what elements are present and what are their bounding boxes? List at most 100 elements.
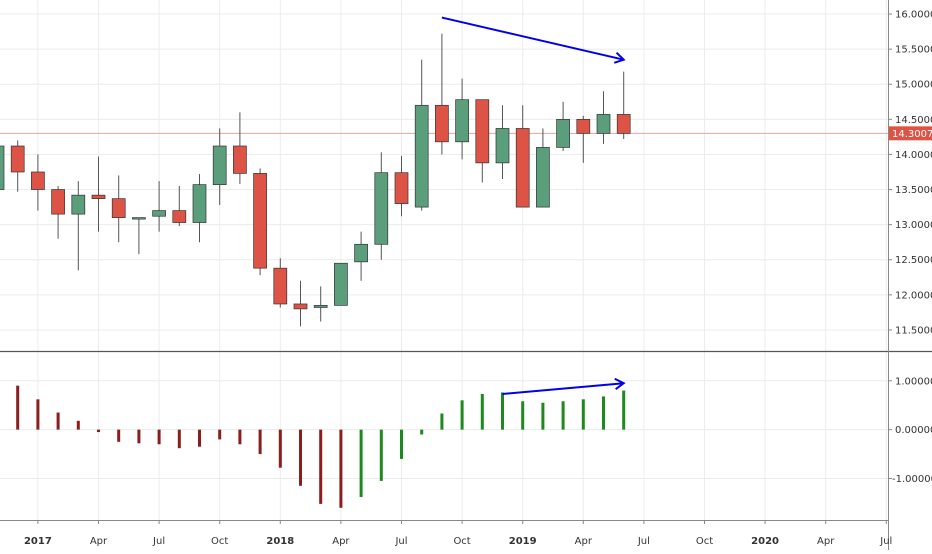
histogram-bar[interactable] (76, 420, 80, 430)
x-tick-label: Apr (575, 536, 593, 547)
candle[interactable] (10, 140, 25, 192)
histogram-bar[interactable] (420, 429, 424, 435)
candle[interactable] (273, 258, 288, 308)
histogram-bar[interactable] (137, 429, 141, 444)
candle-body (515, 128, 530, 208)
histogram-bar[interactable] (622, 390, 626, 430)
candle[interactable] (374, 152, 389, 260)
divergence-arrow (502, 377, 626, 395)
candle[interactable] (172, 186, 187, 227)
candle[interactable] (414, 59, 429, 211)
candle[interactable] (31, 154, 45, 211)
histogram-bar[interactable] (460, 400, 464, 430)
candle[interactable] (132, 217, 146, 255)
histogram-bar[interactable] (339, 429, 343, 508)
candle[interactable] (212, 128, 227, 205)
candle[interactable] (293, 280, 308, 327)
y-tick-label: 15.50000 (895, 45, 932, 56)
x-tick-label: Jul (152, 536, 165, 547)
histogram-bar[interactable] (56, 412, 60, 430)
candle[interactable] (556, 101, 570, 151)
candle[interactable] (192, 174, 207, 243)
histogram-bar[interactable] (238, 429, 242, 445)
histogram-bar[interactable] (198, 429, 201, 447)
candle[interactable] (334, 262, 348, 306)
histogram-pane[interactable] (0, 378, 626, 508)
histogram-bar[interactable] (177, 429, 181, 449)
histogram-bar[interactable] (561, 401, 565, 430)
x-tick-label: Apr (90, 536, 108, 547)
candle[interactable] (51, 186, 65, 239)
candle-body (374, 172, 389, 245)
candle[interactable] (313, 286, 328, 322)
histogram-bar[interactable] (36, 399, 40, 430)
x-tick-label: 2018 (266, 536, 294, 547)
histogram-bar[interactable] (319, 429, 323, 504)
histogram-bar[interactable] (258, 429, 262, 455)
candle-body (616, 114, 631, 134)
candle[interactable] (475, 99, 490, 183)
histogram-bar[interactable] (501, 392, 504, 430)
candle-body (334, 262, 348, 306)
candle[interactable] (354, 231, 368, 281)
candle[interactable] (253, 168, 267, 276)
candle-body (91, 194, 106, 200)
candle[interactable] (515, 105, 530, 208)
candle[interactable] (536, 128, 550, 208)
x-tick-label: 2020 (751, 536, 779, 547)
candle[interactable] (596, 91, 611, 144)
histogram-bar[interactable] (602, 396, 605, 430)
histogram-bar[interactable] (157, 429, 161, 445)
histogram-bar[interactable] (541, 402, 545, 430)
x-tick-label: 2017 (24, 536, 52, 547)
histogram-bar[interactable] (440, 413, 444, 430)
histogram-bar[interactable] (521, 401, 525, 430)
candle-body (596, 114, 611, 134)
candle-body (293, 303, 308, 310)
x-tick-label: Oct (696, 536, 713, 547)
candle-body (536, 147, 550, 208)
candle[interactable] (91, 156, 106, 232)
candle[interactable] (394, 155, 409, 217)
candle-body (10, 145, 25, 173)
price-pane[interactable] (0, 33, 888, 327)
candle-body (556, 118, 570, 148)
x-tick-label: Jul (637, 536, 650, 547)
candle[interactable] (71, 181, 86, 271)
candle-body (495, 128, 510, 164)
histogram-bar[interactable] (278, 429, 282, 468)
histogram-bar[interactable] (299, 429, 302, 486)
candle[interactable] (576, 115, 591, 163)
candle-body (414, 104, 429, 208)
histogram-bar[interactable] (400, 429, 403, 459)
histogram-bar[interactable] (379, 429, 383, 481)
histogram-bar[interactable] (359, 429, 363, 498)
divergence-arrow (441, 16, 626, 64)
histogram-bar[interactable] (581, 399, 585, 430)
grid-layer (0, 0, 888, 520)
candle[interactable] (495, 105, 510, 180)
histogram-bar[interactable] (97, 429, 100, 433)
histogram-bar[interactable] (480, 393, 484, 430)
candle[interactable] (111, 175, 126, 243)
candle[interactable] (0, 145, 5, 193)
histogram-bar[interactable] (117, 429, 121, 442)
candle[interactable] (233, 112, 247, 184)
x-tick-label: 2019 (509, 536, 537, 547)
candle-body (132, 217, 146, 220)
candle[interactable] (152, 181, 166, 232)
x-tick-label: Apr (332, 536, 350, 547)
candle[interactable] (435, 33, 449, 155)
x-tick-label: Oct (211, 536, 228, 547)
candle[interactable] (616, 71, 631, 139)
histogram-bar[interactable] (218, 429, 222, 440)
candle[interactable] (455, 78, 469, 160)
histogram-bar[interactable] (16, 385, 20, 430)
arrow-line (441, 16, 624, 61)
